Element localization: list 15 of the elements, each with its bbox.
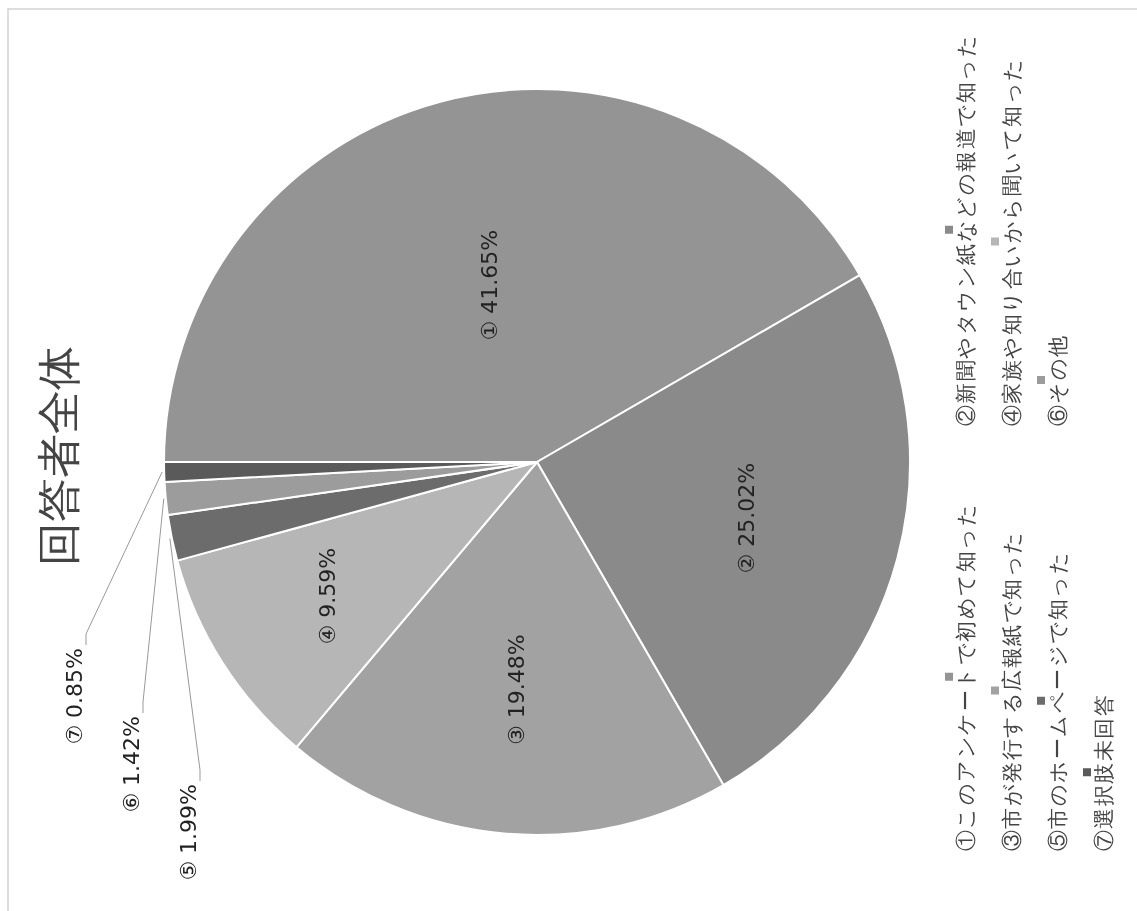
legend-label: ⑦選択肢未回答	[1092, 693, 1116, 851]
legend-label: ①このアンケートで初めて知った	[954, 502, 978, 851]
legend-label: ②新聞やタウン紙などの報道で知った	[954, 33, 978, 426]
legend-label: ④家族や知り合いから聞いて知った	[1000, 57, 1024, 426]
legend-label: ③市が発行する広報紙で知った	[1000, 530, 1024, 851]
data-label: ⑦ 0.85%	[62, 648, 87, 745]
data-label: ③ 19.48%	[504, 634, 530, 745]
text: 回答者全体	[32, 345, 84, 566]
data-label: ② 25.02%	[734, 462, 760, 574]
data-label: ⑤ 1.99%	[176, 784, 201, 881]
data-label: ⑥ 1.42%	[119, 716, 144, 813]
data-label: ① 41.65%	[477, 229, 503, 341]
legend-label: ⑤市のホームページで知った	[1046, 550, 1070, 851]
legend-label: ⑥その他	[1046, 334, 1070, 426]
data-label: ④ 9.59%	[314, 547, 340, 645]
